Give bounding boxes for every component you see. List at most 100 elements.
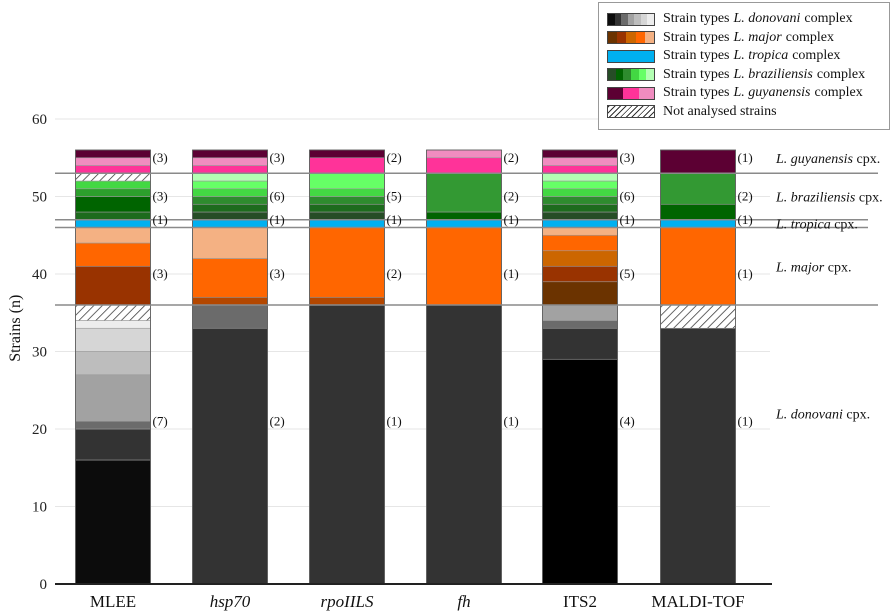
bar-segment xyxy=(542,188,618,197)
complex-label: L. major cpx. xyxy=(775,260,851,275)
bar-segment xyxy=(426,219,502,228)
complex-label: L. donovani cpx. xyxy=(775,408,870,423)
bar-segment xyxy=(660,149,736,174)
bar-segment xyxy=(75,320,151,329)
bar-segment xyxy=(660,172,736,205)
x-tick-label: rpoIILS xyxy=(321,592,374,611)
bar-segment xyxy=(75,149,151,159)
legend-entry: Strain types L. donovani complex xyxy=(607,10,889,29)
bars xyxy=(75,149,736,585)
bar-segment xyxy=(542,157,618,166)
bar-segment xyxy=(542,358,618,585)
legend-prefix: Strain types xyxy=(663,11,730,27)
legend-suffix: complex xyxy=(814,85,863,101)
bar-segment xyxy=(75,351,151,376)
legend-swatch xyxy=(607,105,655,119)
bar-segment xyxy=(192,203,268,213)
bar-segment xyxy=(192,165,268,174)
legend-species: L. guyanensis xyxy=(733,85,811,101)
bar-annotation: (6) xyxy=(620,189,635,204)
legend-suffix: complex xyxy=(816,66,866,82)
bar-annotation: (2) xyxy=(270,413,285,428)
bar-segment xyxy=(426,157,502,174)
bar-segment xyxy=(426,172,502,213)
legend-entry: Not analysed strains xyxy=(607,103,889,122)
legend-prefix: Strain types xyxy=(663,85,730,101)
bar-segment xyxy=(75,172,151,182)
bar-segment xyxy=(192,196,268,205)
bar-segment xyxy=(660,219,736,228)
legend: Strain types L. donovani complex Strain typ… xyxy=(598,2,890,130)
bar-annotation: (4) xyxy=(620,413,635,428)
bar-annotation: (1) xyxy=(738,266,753,281)
bar-segment xyxy=(542,211,618,221)
bar-segment xyxy=(75,428,151,461)
bar-segment xyxy=(542,165,618,174)
legend-species: L. major xyxy=(733,29,782,45)
bar-annotation: (1) xyxy=(738,150,753,165)
y-tick-label: 50 xyxy=(32,190,47,206)
bar-segment xyxy=(309,157,385,174)
bar-annotation: (1) xyxy=(504,212,519,227)
bar-segment xyxy=(660,227,736,306)
bar-segment xyxy=(660,203,736,221)
bar-segment xyxy=(192,219,268,228)
bar-segment xyxy=(192,304,268,329)
bar-segment xyxy=(192,172,268,182)
bar-segment xyxy=(192,258,268,298)
bar-annotation: (1) xyxy=(738,413,753,428)
bar-segment xyxy=(192,149,268,159)
bar-annotation: (1) xyxy=(504,413,519,428)
bar-segment xyxy=(542,172,618,182)
bar-annotation: (1) xyxy=(504,266,519,281)
bar-segment xyxy=(542,196,618,205)
legend-species: L. braziliensis xyxy=(733,66,813,82)
bar-segment xyxy=(542,320,618,329)
bar-annotation: (5) xyxy=(387,189,402,204)
bar-segment xyxy=(75,180,151,190)
bar-annotation: (3) xyxy=(153,266,168,281)
y-tick-label: 0 xyxy=(40,577,48,593)
x-tick-label: MLEE xyxy=(90,592,136,611)
bar-segment xyxy=(542,265,618,283)
bar-segment xyxy=(75,242,151,267)
bar-segment xyxy=(192,157,268,166)
bar-annotation: (1) xyxy=(270,212,285,227)
y-axis-label: Strains (n) xyxy=(7,295,24,362)
bar-segment xyxy=(309,149,385,159)
bar-segment xyxy=(75,327,151,352)
legend-suffix: complex xyxy=(792,48,841,64)
legend-swatch xyxy=(607,12,655,26)
legend-species: L. tropica xyxy=(733,48,789,64)
legend-prefix: Strain types xyxy=(663,29,730,45)
bar-segment xyxy=(75,304,151,321)
legend-entry: Strain types L. braziliensis complex xyxy=(607,66,889,85)
bar-segment xyxy=(542,304,618,321)
legend-entry: Strain types L. guyanensis complex xyxy=(607,84,889,103)
bar-annotation: (1) xyxy=(387,212,402,227)
legend-suffix: complex xyxy=(785,29,834,45)
legend-prefix: Not analysed strains xyxy=(663,103,777,119)
bar-segment xyxy=(426,304,502,585)
bar-annotation: (3) xyxy=(153,150,168,165)
bar-annotation: (3) xyxy=(620,150,635,165)
legend-suffix: complex xyxy=(804,11,853,27)
bar-segment xyxy=(309,304,385,585)
bar-annotation: (2) xyxy=(738,189,753,204)
bar-annotation: (2) xyxy=(504,150,519,165)
legend-entry: Strain types L. major complex xyxy=(607,29,889,48)
bar-segment xyxy=(192,211,268,221)
x-tick-label: MALDI-TOF xyxy=(651,592,744,611)
bar-segment xyxy=(426,211,502,221)
legend-entry: Strain types L. tropica complex xyxy=(607,47,889,66)
legend-swatch xyxy=(607,86,655,100)
bar-segment xyxy=(75,211,151,221)
bar-annotation: (2) xyxy=(387,266,402,281)
bar-segment xyxy=(660,304,736,329)
legend-swatch xyxy=(607,31,655,45)
y-tick-label: 30 xyxy=(32,345,47,361)
bar-segment xyxy=(75,165,151,174)
y-tick-label: 60 xyxy=(32,112,47,128)
legend-swatch xyxy=(607,68,655,82)
